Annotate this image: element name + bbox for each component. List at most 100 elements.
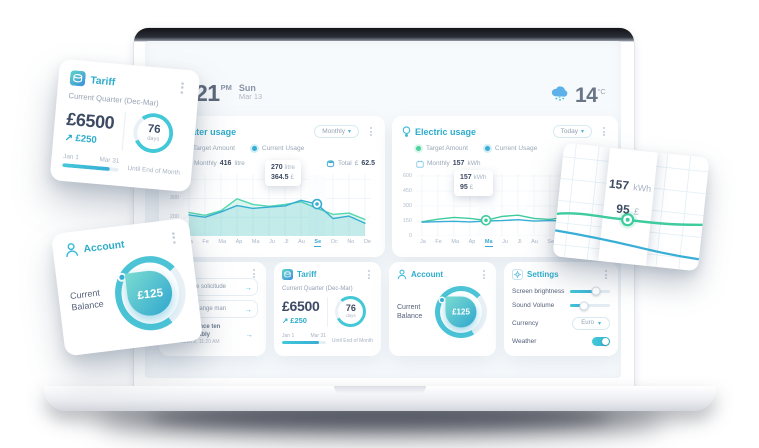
card-title: Settings: [527, 270, 559, 279]
y-axis-label: 450: [402, 188, 412, 194]
current-usage-radio[interactable]: [251, 146, 257, 151]
x-axis-label[interactable]: Ma: [484, 239, 493, 247]
arrow-right-icon: →: [244, 304, 253, 314]
chevron-down-icon: ▾: [580, 129, 584, 135]
x-axis-label[interactable]: Jl: [517, 239, 522, 245]
quarter-progress-bar: [282, 341, 326, 344]
x-axis-label[interactable]: Au: [531, 239, 538, 245]
legend-label: Target Amount: [193, 145, 235, 152]
summary-label: Monthly: [427, 160, 450, 167]
period-dropdown[interactable]: Monthly ▾: [314, 125, 359, 138]
period-dropdown[interactable]: Today ▾: [552, 125, 592, 138]
gauge-dot: [440, 298, 444, 302]
chart-lines: [552, 210, 705, 261]
card-title: Tariff: [89, 73, 116, 88]
chart-tooltip: 157 kWh 95 £: [454, 170, 493, 196]
clock-day: Sun: [238, 83, 256, 93]
arrow-right-icon: →: [245, 329, 254, 339]
x-axis-label[interactable]: Se: [314, 239, 322, 247]
period-value: Monthly: [322, 128, 345, 135]
laptop-screen: 21 PM Sun Mar 13 14 °C: [145, 41, 621, 378]
temperature-value: 14: [575, 84, 598, 107]
tariff-delta: £250: [290, 316, 307, 325]
chevron-down-icon: ▾: [347, 129, 351, 135]
x-axis-label[interactable]: Ap: [468, 239, 476, 245]
x-axis-label[interactable]: De: [363, 239, 371, 245]
trend-up-icon: ↗: [64, 131, 74, 144]
x-axis-label[interactable]: Fe: [202, 239, 209, 245]
kebab-menu-icon[interactable]: [367, 127, 375, 136]
x-axis-label[interactable]: Se: [547, 239, 555, 245]
x-axis-label[interactable]: Jl: [284, 239, 289, 245]
x-axis-label[interactable]: Ma: [451, 239, 460, 245]
y-axis-label: 600: [402, 173, 412, 179]
coins-icon: [282, 269, 293, 280]
volume-slider[interactable]: [570, 301, 610, 310]
receipt-icon: [326, 159, 335, 168]
summary-label: Monthly: [194, 160, 217, 167]
summary-unit: kWh: [467, 160, 481, 167]
chart-tooltip: 270 litre 364.5 £: [265, 160, 301, 186]
range-start: Jan 1: [282, 333, 295, 339]
water-usage-chart: 200300400 JaFeMaApMaJuJlAuSeOcNoDe: [167, 174, 371, 247]
kebab-menu-icon[interactable]: [602, 270, 610, 279]
days-progress-ring: 76 days: [132, 111, 176, 155]
current-usage-radio[interactable]: [484, 146, 490, 151]
kebab-menu-icon[interactable]: [168, 231, 180, 244]
balance-value: £125: [452, 307, 470, 317]
person-icon: [397, 269, 407, 280]
clock-widget: 21 PM Sun Mar 13: [195, 80, 262, 107]
tariff-footnote: Until End of Month: [331, 337, 373, 344]
water-usage-panel: Water usage Monthly ▾ Target Amount Curr…: [159, 116, 385, 257]
x-axis-label[interactable]: Ma: [251, 239, 260, 245]
temperature-unit: °C: [597, 87, 606, 96]
target-amount-radio[interactable]: [416, 146, 421, 151]
card-title: Account: [82, 237, 125, 255]
x-axis-label[interactable]: Ma: [218, 239, 227, 245]
lightbulb-icon: [402, 125, 411, 138]
brightness-slider[interactable]: [570, 286, 610, 296]
legend-label: Current Usage: [494, 145, 538, 152]
kebab-menu-icon[interactable]: [600, 127, 608, 136]
x-axis-label[interactable]: Ja: [420, 239, 426, 245]
gear-icon: [512, 269, 523, 280]
weather-toggle[interactable]: [592, 337, 610, 346]
x-axis-label[interactable]: Oc: [330, 239, 338, 245]
panel-title: Water usage: [183, 126, 237, 137]
settings-card: Settings Screen brightness Sound Volume …: [504, 262, 618, 356]
slider-knob[interactable]: [579, 301, 589, 310]
account-card: Account Current Balance £125: [389, 262, 496, 356]
currency-dropdown[interactable]: Euro ▾: [572, 316, 610, 330]
kebab-menu-icon[interactable]: [250, 269, 258, 278]
x-axis-label[interactable]: Ju: [269, 239, 275, 245]
kebab-menu-icon[interactable]: [177, 81, 188, 94]
balance-drop: £125: [445, 296, 477, 328]
floating-chart-card: 157 kWh 95 £: [552, 142, 710, 272]
y-axis-label: 300: [169, 195, 179, 202]
kebab-menu-icon[interactable]: [365, 270, 373, 279]
kebab-menu-icon[interactable]: [480, 270, 488, 279]
zoom-tooltip: 157 kWh 95 £: [608, 176, 652, 217]
chart-plot: [183, 174, 371, 236]
tariff-amount: £6500: [282, 298, 320, 314]
slider-knob[interactable]: [591, 286, 601, 296]
y-axis-label: 0: [408, 233, 412, 239]
floating-account-card: Account Current Balance £125: [50, 217, 204, 357]
chart-legend: Target Amount Current Usage: [416, 145, 608, 152]
x-axis-label[interactable]: Fe: [435, 239, 442, 245]
trend-up-icon: ↗: [282, 316, 289, 325]
laptop-lid-top-edge: [134, 28, 634, 42]
laptop-base-notch: [333, 386, 426, 394]
x-axis-label[interactable]: Au: [298, 239, 305, 245]
card-title: Account: [411, 270, 443, 279]
legend-label: Current Usage: [261, 145, 305, 152]
x-axis-label[interactable]: Ap: [235, 239, 243, 245]
x-axis-label[interactable]: Ju: [502, 239, 508, 245]
summary-value: 157: [452, 160, 465, 167]
panel-title: Electric usage: [415, 126, 477, 137]
floating-tariff-card: Tariff Current Quarter (Dec-Mar) £6500 ↗…: [49, 58, 201, 193]
clock-date: Mar 13: [238, 92, 263, 102]
tariff-card: Tariff Current Quarter (Dec-Mar) £6500 ↗…: [274, 262, 381, 356]
x-axis-label[interactable]: No: [347, 239, 355, 245]
